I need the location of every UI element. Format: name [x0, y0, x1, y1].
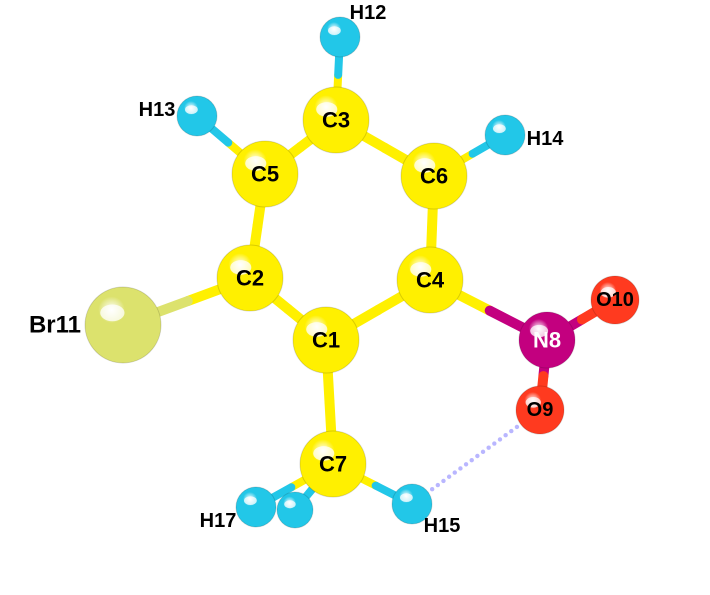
label-O9: O9	[527, 399, 554, 421]
hbond-H15-O9	[447, 475, 451, 479]
label-H13: H13	[139, 99, 176, 121]
hbond-H15-O9	[430, 487, 434, 491]
hbond-H15-O9	[515, 425, 519, 429]
hbond-H15-O9	[509, 429, 513, 433]
atom-H16_hidden	[277, 492, 313, 528]
atom-highlight-H15	[400, 493, 413, 502]
atom-highlight-H16_hidden	[284, 500, 296, 508]
hbond-H15-O9	[470, 458, 474, 462]
label-Br11: Br11	[29, 312, 81, 339]
label-C1: C1	[312, 328, 340, 353]
hbond-H15-O9	[481, 450, 485, 454]
hbond-H15-O9	[498, 437, 502, 441]
label-C2: C2	[236, 266, 264, 291]
label-C6: C6	[420, 164, 448, 189]
label-H15: H15	[424, 515, 461, 537]
label-H12: H12	[350, 2, 387, 24]
atom-highlight-H14	[493, 124, 506, 133]
hbond-H15-O9	[464, 462, 468, 466]
atom-highlight-H17	[244, 496, 257, 505]
label-C5: C5	[251, 162, 279, 187]
hbond-H15-O9	[475, 454, 479, 458]
hbond-H15-O9	[486, 445, 490, 449]
atom-H14	[485, 115, 525, 155]
atoms-layer	[85, 17, 639, 528]
atom-H17	[236, 487, 276, 527]
atom-highlight-Br11	[100, 304, 124, 321]
hbond-H15-O9	[503, 433, 507, 437]
hbond-H15-O9	[492, 441, 496, 445]
atom-H13	[177, 96, 217, 136]
label-O10: O10	[596, 289, 634, 311]
label-N8: N8	[533, 328, 561, 353]
label-H17: H17	[200, 510, 237, 532]
atom-Br11	[85, 287, 161, 363]
hbond-H15-O9	[441, 479, 445, 483]
label-C7: C7	[319, 452, 347, 477]
atom-highlight-H13	[185, 105, 198, 114]
hbond-H15-O9	[436, 483, 440, 487]
hbond-H15-O9	[453, 470, 457, 474]
hbond-layer	[424, 421, 524, 496]
atom-highlight-H12	[328, 26, 341, 35]
labels-layer: C1 C2 C3 C4 C5 C6 C7 N8 O9 O10 Br11 H12 H13 H14 H15 H17	[29, 2, 634, 537]
hbond-H15-O9	[458, 466, 462, 470]
molecule-diagram: C1 C2 C3 C4 C5 C6 C7 N8 O9 O10 Br11 H12 H13 H14 H15 H17	[0, 0, 710, 595]
label-C3: C3	[322, 108, 350, 133]
label-C4: C4	[416, 268, 445, 293]
label-H14: H14	[527, 128, 565, 150]
